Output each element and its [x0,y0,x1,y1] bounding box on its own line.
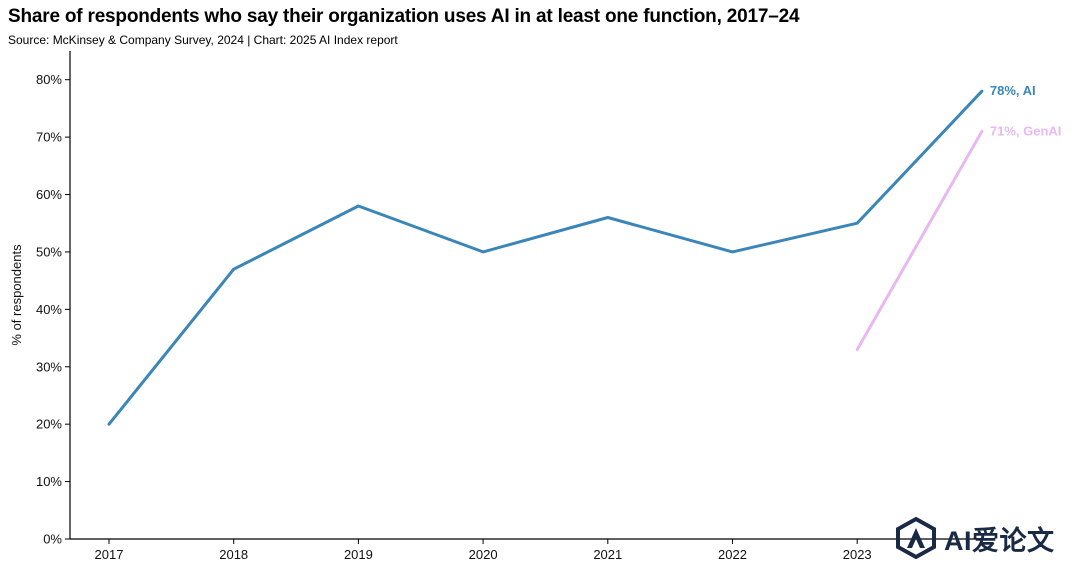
x-tick-label: 2019 [344,547,373,562]
y-tick-label: 70% [36,130,62,145]
series-line-genai [855,129,984,351]
x-tick-label: 2017 [95,547,124,562]
x-tick-label: 2023 [843,547,872,562]
x-tick-label: 2018 [219,547,248,562]
a-logo-icon [896,516,936,560]
y-tick-label: 20% [36,417,62,432]
y-tick-label: 80% [36,72,62,87]
y-tick-label: 50% [36,244,62,259]
x-tick-label: 2020 [469,547,498,562]
y-axis-title: % of respondents [9,244,24,346]
watermark-text: AI爱论文 [944,525,1055,556]
y-tick-label: 0% [43,532,62,547]
chart-title: Share of respondents who say their organ… [8,6,800,27]
chart-subtitle: Source: McKinsey & Company Survey, 2024 … [8,33,398,47]
series-end-label-genai: 71%, GenAI [990,123,1062,138]
y-tick-label: 60% [36,187,62,202]
y-tick-label: 30% [36,359,62,374]
y-tick-label: 40% [36,302,62,317]
x-tick-label: 2021 [593,547,622,562]
series-line-ai [107,89,984,426]
watermark-logo: AI爱论文 [894,516,1055,560]
x-tick-label: 2022 [718,547,747,562]
y-tick-label: 10% [36,474,62,489]
series-end-label-ai: 78%, AI [990,83,1036,98]
